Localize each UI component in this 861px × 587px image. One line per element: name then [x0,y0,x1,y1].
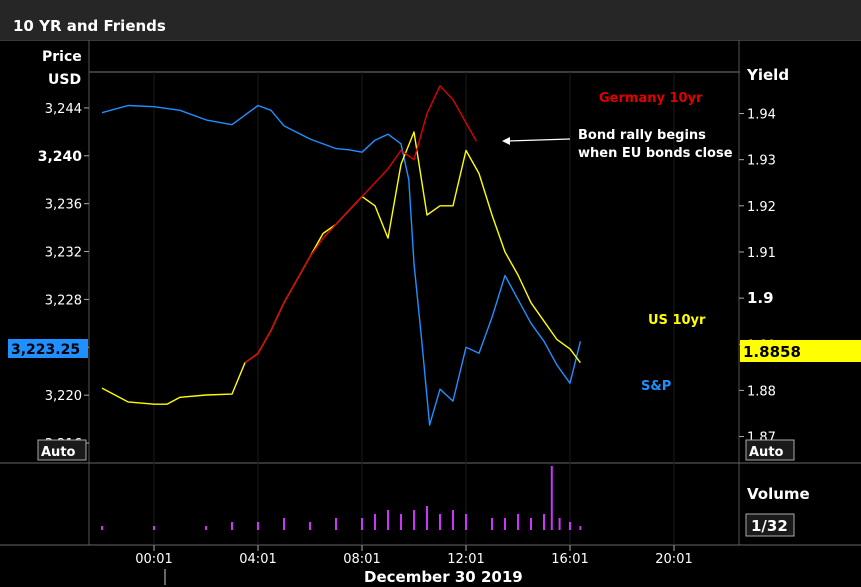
left-auto-label: Auto [41,445,76,460]
right-tick-label: 1.88 [747,384,776,399]
right-auto-button[interactable] [745,439,795,461]
legend-us-10yr: US 10yr [648,313,706,328]
left-tick-label: 3,236 [45,198,82,213]
left-tick-label: 3,232 [45,246,82,261]
volume-bars [101,466,582,530]
right-tick-label: 1.94 [747,108,776,123]
series-lines [101,85,582,426]
annotation-arrow-line [507,138,571,142]
annotation-arrowhead [502,137,510,145]
volume-label: Volume [747,485,810,503]
legend-sp: S&P [641,379,671,394]
left-tick-label: 3,244 [45,102,82,117]
legend-germany-10yr: Germany 10yr [599,91,703,106]
annotation-line-2: when EU bonds close [578,146,733,161]
x-axis-ticks: 00:01 04:01 08:01 12:01 16:01 20:01 [135,545,693,567]
x-tick-label: 08:01 [343,552,380,567]
window-title: 10 YR and Friends [13,17,166,35]
right-tick-label: 1.91 [747,246,776,261]
x-tick-label: 04:01 [239,552,276,567]
left-auto-button[interactable] [37,439,87,461]
series-line-us-10yr [101,131,581,405]
title-bar: 10 YR and Friends [0,0,861,41]
x-tick-label: 16:01 [551,552,588,567]
series-line-s-p [101,104,582,426]
left-tick-label: 3,228 [45,293,82,308]
volume-ratio-label: 1/32 [751,517,788,535]
left-current-value-box [8,339,88,358]
right-current-value: 1.8858 [743,343,801,361]
right-tick-label: 1.9 [747,289,774,307]
left-axis-title-usd: USD [48,72,81,88]
left-tick-label: 3,220 [45,389,82,404]
left-tick-label: 3,240 [38,149,83,165]
x-tick-label: 00:01 [135,552,172,567]
left-current-value: 3,223.25 [11,342,80,358]
x-tick-label: 12:01 [447,552,484,567]
right-tick-label: 1.92 [747,200,776,215]
right-auto-label: Auto [749,445,784,460]
right-current-value-box [740,340,861,362]
x-axis-date-label: December 30 2019 [364,568,523,586]
right-axis-ticks: 1.941.931.921.911.91.891.881.87 [739,108,776,446]
left-axis-title-price: Price [42,49,82,65]
annotation-line-1: Bond rally begins [578,128,706,143]
x-tick-label: 20:01 [655,552,692,567]
volume-ratio-button[interactable] [745,513,795,537]
right-tick-label: 1.93 [747,154,776,169]
right-axis-title: Yield [746,66,789,84]
series-line-germany-10yr [244,85,478,364]
